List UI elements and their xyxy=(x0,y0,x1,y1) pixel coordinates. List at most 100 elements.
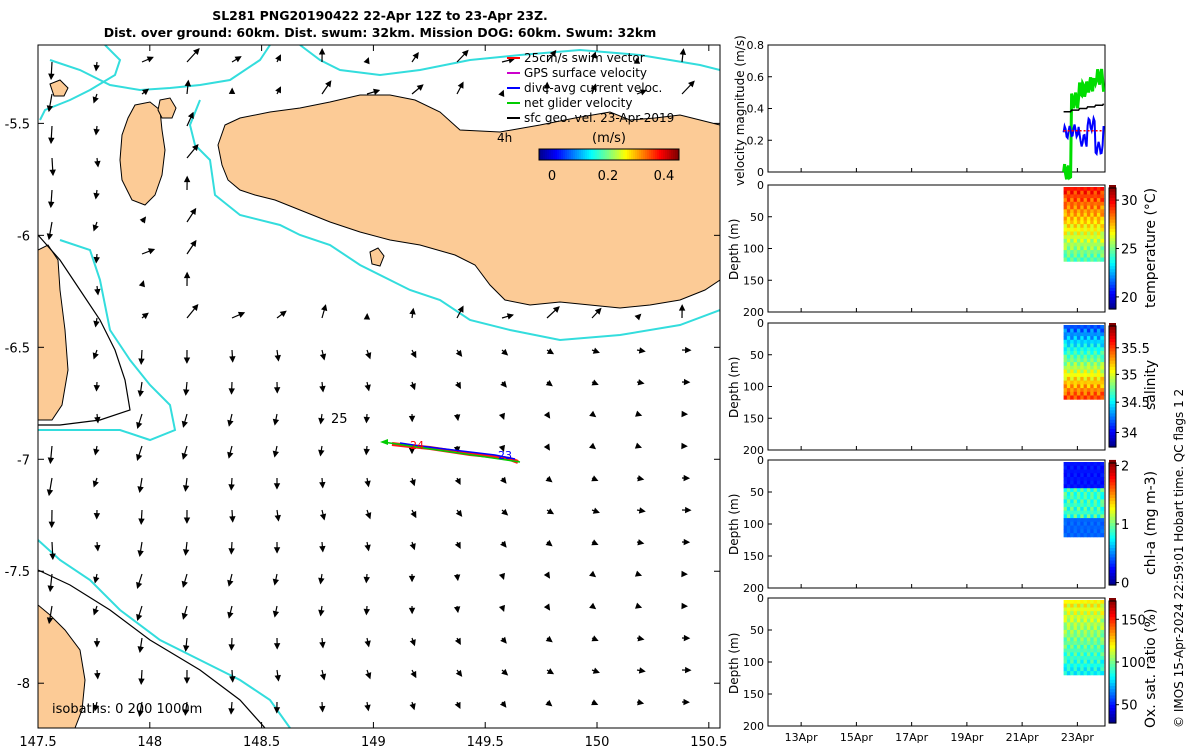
profile-cell xyxy=(1093,607,1098,612)
profile-cell xyxy=(1063,529,1068,534)
profile-cell xyxy=(1100,365,1105,370)
profile-cell xyxy=(1066,187,1071,192)
panel-colorbar-cell xyxy=(1109,491,1116,495)
sal-cb-label: salinity xyxy=(1143,359,1159,410)
panel-colorbar-cell xyxy=(1109,209,1116,214)
profile-cell xyxy=(1086,190,1091,195)
profile-cell xyxy=(1070,518,1074,523)
profile-cell xyxy=(1070,231,1074,236)
profile-cell xyxy=(1083,637,1088,642)
panel-colorbar-cell xyxy=(1109,510,1116,514)
profile-cell xyxy=(1083,484,1088,489)
profile-cell xyxy=(1086,365,1091,370)
profile-cell xyxy=(1063,205,1068,210)
panel-colorbar-cell xyxy=(1109,535,1116,539)
profile-cell xyxy=(1066,325,1071,330)
profile-cell xyxy=(1083,198,1088,203)
panel-colorbar-cell xyxy=(1109,707,1116,711)
profile-cell xyxy=(1070,629,1074,635)
profile-cell xyxy=(1090,369,1095,374)
profile-cell xyxy=(1100,529,1105,534)
profile-cell xyxy=(1066,529,1071,534)
profile-cell xyxy=(1086,380,1091,385)
profile-cell xyxy=(1063,257,1068,262)
profile-cell xyxy=(1096,194,1101,199)
profile-cell xyxy=(1083,388,1088,393)
profile-cell xyxy=(1066,465,1071,470)
profile-cell xyxy=(1080,380,1085,385)
profile-cell xyxy=(1063,648,1068,653)
profile-cell xyxy=(1066,336,1071,341)
panel-colorbar-tick: 2 xyxy=(1121,459,1129,474)
profile-cell xyxy=(1076,362,1081,367)
profile-cell xyxy=(1070,224,1074,229)
profile-cell xyxy=(1083,671,1088,676)
profile-cell xyxy=(1080,533,1085,538)
panel-colorbar-cell xyxy=(1109,228,1116,232)
profile-cell xyxy=(1066,477,1071,482)
profile-cell xyxy=(1063,336,1068,341)
panel-colorbar-tick: 20 xyxy=(1121,291,1138,306)
profile-cell xyxy=(1066,205,1071,210)
profile-cell xyxy=(1066,506,1071,512)
panel-frame xyxy=(767,44,1106,173)
profile-cell xyxy=(1063,462,1068,467)
profile-cell xyxy=(1076,633,1081,638)
profile-cell xyxy=(1093,462,1098,467)
profile-cell xyxy=(1080,633,1085,638)
profile-cell xyxy=(1100,187,1105,192)
profile-cell xyxy=(1073,611,1078,616)
profile-cell xyxy=(1093,395,1098,400)
profile-cell xyxy=(1083,607,1088,612)
panel-colorbar-cell xyxy=(1109,231,1116,236)
profile-cell xyxy=(1076,339,1081,344)
profile-cell xyxy=(1063,499,1068,504)
profile-cell xyxy=(1070,198,1074,203)
profile-cell xyxy=(1063,488,1068,493)
profile-cell xyxy=(1076,652,1081,657)
profile-cell xyxy=(1073,518,1078,523)
profile-cell xyxy=(1083,600,1088,605)
profile-cell xyxy=(1093,238,1098,244)
profile-cell xyxy=(1080,629,1085,635)
profile-cell xyxy=(1063,473,1068,478)
profile-cell xyxy=(1083,325,1088,330)
panel-colorbar-cell xyxy=(1109,488,1116,492)
profile-cell xyxy=(1090,641,1095,646)
profile-cell xyxy=(1086,347,1091,352)
profile-cell xyxy=(1080,238,1085,244)
profile-cell xyxy=(1093,667,1098,672)
profile-cell xyxy=(1096,231,1101,236)
profile-cell xyxy=(1083,380,1088,385)
profile-cell xyxy=(1076,525,1081,530)
profile-cell xyxy=(1096,395,1101,400)
profile-cell xyxy=(1093,484,1098,489)
profile-cell xyxy=(1100,369,1105,374)
profile-cell xyxy=(1093,391,1098,396)
profile-cell xyxy=(1070,626,1074,631)
profile-cell xyxy=(1083,187,1088,192)
profile-cell xyxy=(1086,325,1091,330)
profile-cell xyxy=(1063,495,1068,500)
profile-cell xyxy=(1073,257,1078,262)
profile-cell xyxy=(1076,667,1081,672)
profile-cell xyxy=(1086,339,1091,344)
panel-colorbar-cell xyxy=(1109,648,1116,652)
panel-colorbar-cell xyxy=(1109,203,1116,208)
profile-cell xyxy=(1100,488,1105,493)
profile-cell xyxy=(1096,250,1101,255)
profile-cell xyxy=(1070,332,1074,337)
profile-cell xyxy=(1073,663,1078,668)
profile-cell xyxy=(1073,238,1078,244)
profile-cell xyxy=(1100,495,1105,500)
profile-cell xyxy=(1080,618,1085,623)
profile-cell xyxy=(1083,257,1088,262)
profile-cell xyxy=(1090,347,1095,352)
profile-cell xyxy=(1076,521,1081,526)
profile-cell xyxy=(1096,205,1101,210)
profile-cell xyxy=(1076,253,1081,258)
profile-cell xyxy=(1070,477,1074,482)
profile-cell xyxy=(1076,480,1081,485)
profile-cell xyxy=(1070,462,1074,467)
panel-colorbar-cell xyxy=(1109,200,1116,205)
